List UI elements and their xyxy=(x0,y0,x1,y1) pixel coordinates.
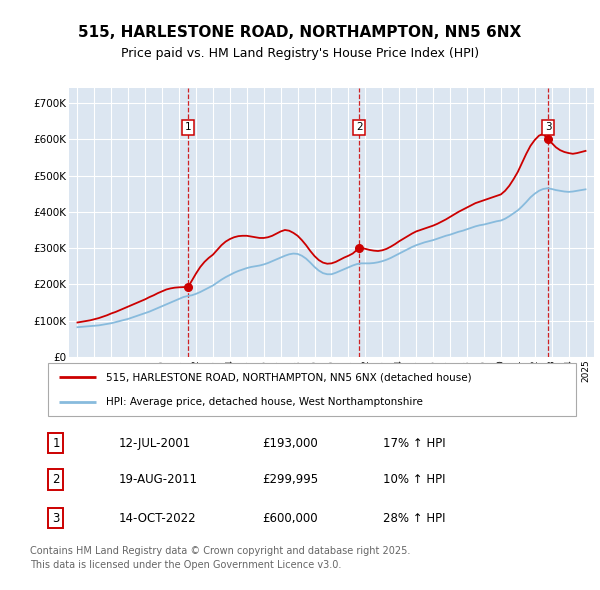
Text: 1: 1 xyxy=(52,437,59,450)
FancyBboxPatch shape xyxy=(48,363,576,416)
Text: Contains HM Land Registry data © Crown copyright and database right 2025.
This d: Contains HM Land Registry data © Crown c… xyxy=(30,546,410,570)
Text: 1: 1 xyxy=(185,123,191,132)
Text: 3: 3 xyxy=(545,123,551,132)
Text: 28% ↑ HPI: 28% ↑ HPI xyxy=(383,512,446,525)
Text: 12-JUL-2001: 12-JUL-2001 xyxy=(118,437,191,450)
Text: 17% ↑ HPI: 17% ↑ HPI xyxy=(383,437,446,450)
Text: 2: 2 xyxy=(52,473,59,486)
Text: £600,000: £600,000 xyxy=(262,512,317,525)
Text: HPI: Average price, detached house, West Northamptonshire: HPI: Average price, detached house, West… xyxy=(106,396,423,407)
Text: 515, HARLESTONE ROAD, NORTHAMPTON, NN5 6NX (detached house): 515, HARLESTONE ROAD, NORTHAMPTON, NN5 6… xyxy=(106,372,472,382)
Text: Price paid vs. HM Land Registry's House Price Index (HPI): Price paid vs. HM Land Registry's House … xyxy=(121,47,479,60)
Text: 10% ↑ HPI: 10% ↑ HPI xyxy=(383,473,446,486)
Text: 19-AUG-2011: 19-AUG-2011 xyxy=(118,473,197,486)
Text: £193,000: £193,000 xyxy=(262,437,317,450)
Text: 14-OCT-2022: 14-OCT-2022 xyxy=(118,512,196,525)
Text: £299,995: £299,995 xyxy=(262,473,318,486)
Text: 2: 2 xyxy=(356,123,362,132)
Text: 3: 3 xyxy=(52,512,59,525)
Text: 515, HARLESTONE ROAD, NORTHAMPTON, NN5 6NX: 515, HARLESTONE ROAD, NORTHAMPTON, NN5 6… xyxy=(79,25,521,40)
